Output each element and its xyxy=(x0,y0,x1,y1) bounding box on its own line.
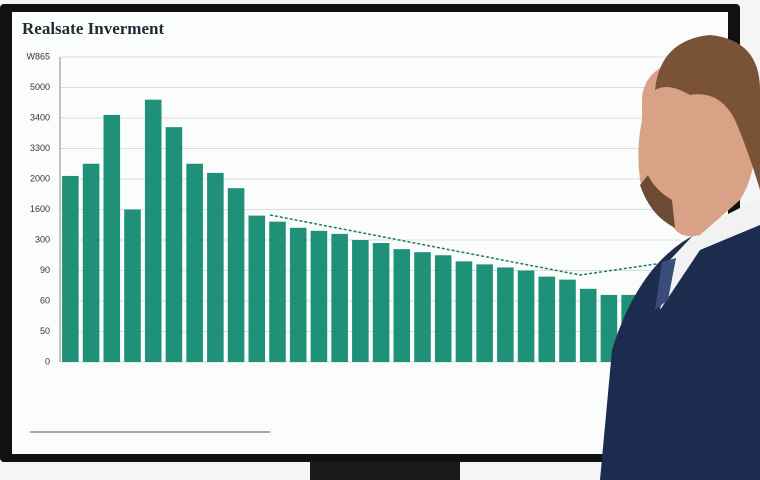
bar xyxy=(227,188,245,362)
bar xyxy=(289,227,307,362)
bar xyxy=(165,127,183,363)
bar xyxy=(331,233,348,362)
bar xyxy=(476,264,493,362)
bar xyxy=(414,252,431,362)
y-tick-label: 0 xyxy=(45,356,50,366)
y-tick-label: W865 xyxy=(26,51,50,61)
bar xyxy=(559,279,576,362)
bar xyxy=(82,163,100,362)
beard xyxy=(640,175,675,228)
chart: 0 50 60 90 300 1600 2000 3300 3400 5000 W865 xyxy=(26,51,680,366)
bar xyxy=(207,172,224,362)
y-tick-label: 1600 xyxy=(30,204,50,214)
collar xyxy=(660,198,760,310)
bar xyxy=(538,276,556,362)
y-tick-label: 300 xyxy=(35,234,50,244)
y-tick-label: 50 xyxy=(40,326,50,336)
hair xyxy=(655,35,760,190)
bar xyxy=(455,261,473,362)
bar xyxy=(434,255,452,362)
bar xyxy=(269,221,286,362)
y-tick-label: 3400 xyxy=(30,112,50,122)
bar xyxy=(600,294,618,362)
bar xyxy=(124,209,141,362)
bar xyxy=(517,270,535,362)
bar xyxy=(497,267,514,362)
bar xyxy=(103,114,121,362)
y-tick-label: 2000 xyxy=(30,173,50,183)
y-tick-label: 3300 xyxy=(30,143,50,153)
bar xyxy=(352,240,369,362)
bar xyxy=(186,163,203,362)
y-tick-label: 5000 xyxy=(30,82,50,92)
bar xyxy=(62,175,79,362)
y-tick-label: 60 xyxy=(40,295,50,305)
tie xyxy=(655,258,676,310)
bar xyxy=(144,99,162,362)
bar xyxy=(310,230,328,362)
bar xyxy=(579,288,597,362)
bar xyxy=(393,249,411,362)
bar xyxy=(248,215,266,362)
chart-title: Realsate Inverment xyxy=(22,19,164,38)
trend-line xyxy=(269,214,671,276)
y-tick-label: 90 xyxy=(40,265,50,275)
bar xyxy=(372,243,390,362)
man xyxy=(600,35,760,480)
suit xyxy=(600,210,760,480)
